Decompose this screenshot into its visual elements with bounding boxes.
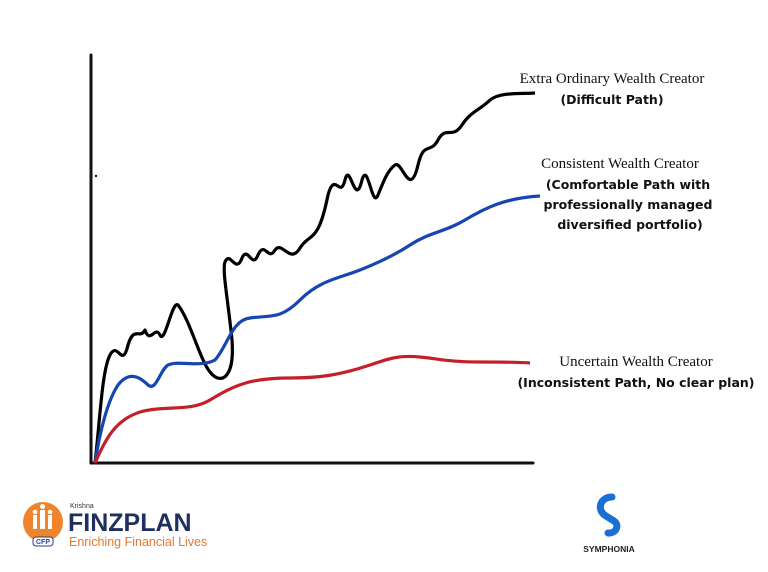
path-note: (Difficult Path) (560, 92, 663, 107)
logo-name: SYMPHONIA (583, 544, 634, 554)
path-note: diversified portfolio) (557, 217, 702, 232)
symphonia-logo: SYMPHONIA (583, 493, 635, 554)
path-note: (Comfortable Path with (546, 177, 710, 192)
logo-badge: CFP (36, 539, 50, 546)
extraordinary-curve (93, 91, 536, 464)
logo-tagline: Enriching Financial Lives (69, 535, 207, 549)
path-title: Consistent Wealth Creator (541, 156, 699, 172)
path-note: professionally managed (544, 197, 713, 212)
logo-figures (32, 504, 53, 529)
axes (89, 53, 535, 465)
path-title: Uncertain Wealth Creator (559, 354, 712, 370)
uncertain-curve (93, 354, 531, 464)
path-note: (Inconsistent Path, No clear plan) (517, 375, 754, 390)
consistent-curve (93, 194, 541, 464)
path-title: Extra Ordinary Wealth Creator (520, 71, 705, 87)
logo-mark (596, 493, 621, 537)
finzplan-logo: CFP Krishna FINZPLAN Enriching Financial… (23, 502, 207, 549)
logo-name: FINZPLAN (68, 509, 192, 537)
logo-owner: Krishna (70, 503, 94, 510)
dot (94, 174, 98, 178)
